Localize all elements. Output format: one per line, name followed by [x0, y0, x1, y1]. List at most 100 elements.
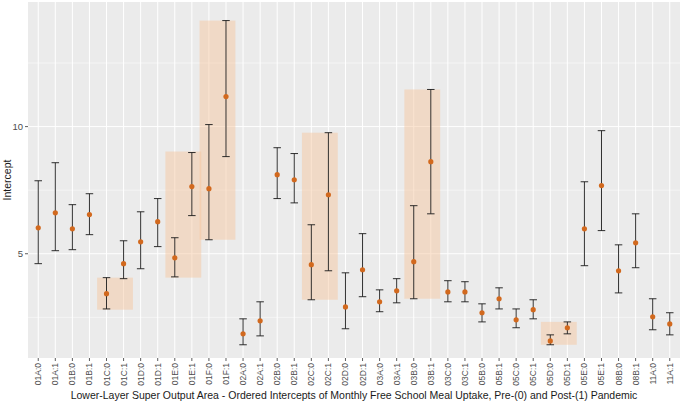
error-bar	[273, 148, 281, 199]
x-tick-label: 01F:1	[221, 363, 231, 385]
highlight-box	[302, 133, 338, 300]
x-tick	[243, 358, 244, 361]
point	[667, 321, 672, 326]
point	[87, 212, 92, 217]
point	[138, 239, 143, 244]
x-tick	[345, 358, 346, 361]
x-tick	[362, 358, 363, 361]
x-tick-label: 03B:1	[426, 363, 436, 385]
x-tick	[106, 358, 107, 361]
point	[326, 192, 331, 197]
x-grid-line	[516, 2, 517, 358]
x-grid-line	[38, 2, 39, 358]
x-grid-line	[243, 2, 244, 358]
x-tick	[379, 358, 380, 361]
point	[445, 289, 450, 294]
x-tick-label: 01A:0	[33, 363, 43, 385]
point	[53, 210, 58, 215]
point	[565, 325, 570, 330]
x-tick-label: 03A:0	[375, 363, 385, 385]
error-bar	[342, 273, 350, 329]
point	[633, 240, 638, 245]
x-tick	[208, 358, 209, 361]
minor-grid-line	[28, 190, 680, 191]
x-tick	[294, 358, 295, 361]
error-bar	[461, 282, 469, 302]
point	[428, 159, 433, 164]
error-bar	[154, 199, 162, 247]
point	[394, 288, 399, 293]
x-grid-line	[140, 2, 141, 358]
x-tick	[464, 358, 465, 361]
error-bar	[393, 279, 401, 303]
y-axis-title: Intercept	[1, 159, 13, 200]
x-tick-label: 02B:1	[289, 363, 299, 385]
x-tick-label: 03B:0	[409, 363, 419, 385]
x-tick	[72, 358, 73, 361]
x-tick	[601, 358, 602, 361]
x-tick-label: 05B:0	[477, 363, 487, 385]
error-bar	[103, 278, 111, 309]
grid-line	[28, 126, 680, 127]
plot-area	[34, 21, 673, 345]
x-tick-label: 05C:1	[528, 363, 538, 386]
x-tick-label: 02C:0	[306, 363, 316, 386]
x-tick-label: 01E:1	[187, 363, 197, 385]
x-tick-label: 01A:1	[50, 363, 60, 385]
point	[309, 262, 314, 267]
minor-grid-line	[28, 63, 680, 64]
highlight-box	[165, 152, 201, 278]
x-tick	[157, 358, 158, 361]
error-bar	[632, 214, 640, 268]
x-tick	[482, 358, 483, 361]
x-grid-line	[157, 2, 158, 358]
x-grid-line	[669, 2, 670, 358]
error-bar	[547, 335, 555, 345]
x-tick-label: 03C:0	[443, 363, 453, 386]
x-grid-line	[362, 2, 363, 358]
error-bar	[256, 302, 264, 336]
x-tick	[413, 358, 414, 361]
error-bar	[410, 206, 418, 299]
error-bar	[359, 234, 367, 297]
error-bar	[86, 194, 94, 235]
point	[599, 183, 604, 188]
x-tick	[550, 358, 551, 361]
x-tick	[38, 358, 39, 361]
point	[206, 186, 211, 191]
x-tick-label: 11A:1	[665, 363, 675, 385]
x-tick	[311, 358, 312, 361]
highlight-box	[97, 278, 133, 310]
x-tick-label: 01B:1	[84, 363, 94, 385]
error-bar	[512, 309, 520, 328]
error-bar	[69, 205, 77, 250]
error-bar	[649, 299, 657, 330]
error-bar	[376, 290, 384, 312]
point	[292, 177, 297, 182]
x-tick-label: 02D:0	[340, 363, 350, 386]
error-bar	[222, 21, 230, 157]
y-tick	[25, 126, 28, 127]
x-tick	[89, 358, 90, 361]
error-bar	[444, 281, 452, 302]
x-tick-label: 01F:0	[204, 363, 214, 385]
x-tick-label: 08B:1	[631, 363, 641, 385]
error-bar	[666, 313, 674, 335]
point	[258, 318, 263, 323]
point	[36, 225, 41, 230]
x-tick	[516, 358, 517, 361]
x-tick-label: 01B:0	[67, 363, 77, 385]
point	[650, 314, 655, 319]
x-tick-label: 02A:1	[255, 363, 265, 385]
error-bar	[581, 182, 589, 266]
point	[462, 289, 467, 294]
x-tick-label: 05E:0	[579, 363, 589, 385]
point	[155, 219, 160, 224]
x-grid-line	[464, 2, 465, 358]
x-grid-line	[567, 2, 568, 358]
x-tick	[567, 358, 568, 361]
point	[496, 296, 501, 301]
x-tick	[55, 358, 56, 361]
x-grid-line	[550, 2, 551, 358]
x-grid-line	[447, 2, 448, 358]
